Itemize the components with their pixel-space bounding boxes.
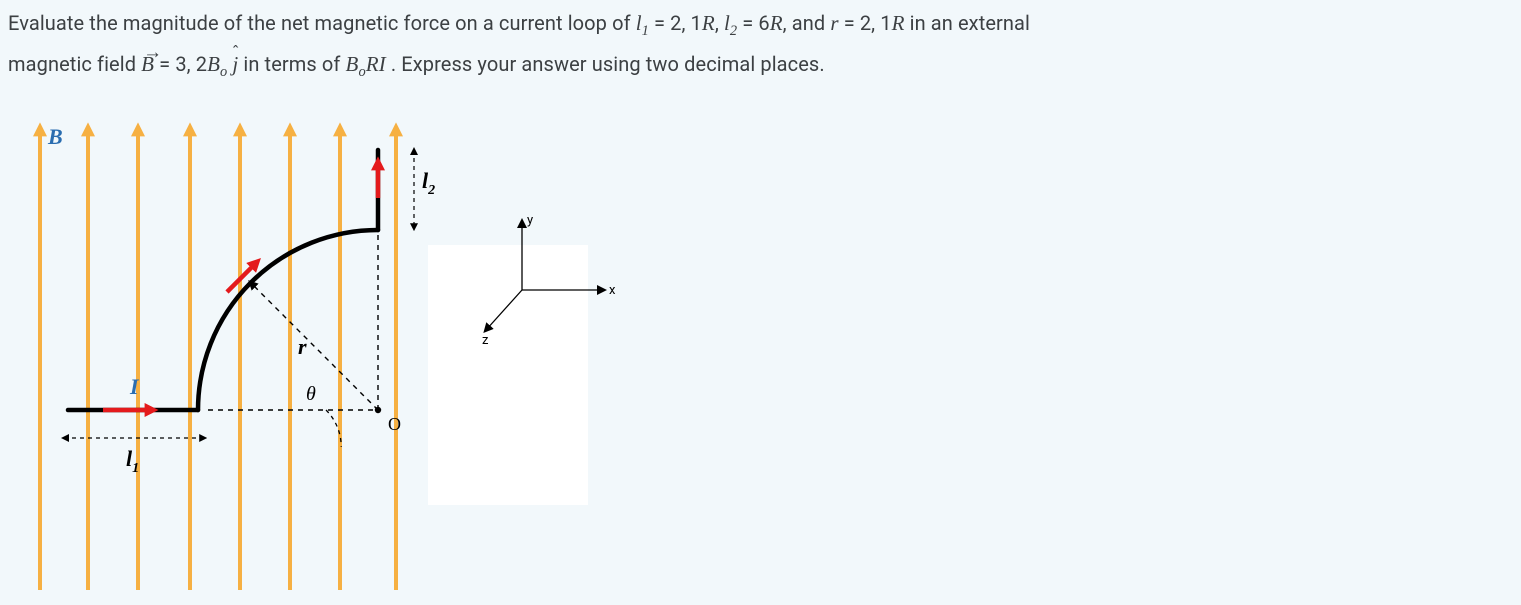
q-l1-pre: Evaluate the magnitude of the net magnet… <box>8 11 636 35</box>
q-l1-post: in an external <box>910 11 1030 35</box>
Bo2: B <box>346 52 359 76</box>
svg-text:r: r <box>298 334 307 359</box>
svg-text:y: y <box>527 213 533 228</box>
svg-text:B: B <box>47 124 63 149</box>
eq2: = <box>742 11 758 35</box>
Bo-sub: o <box>220 64 227 80</box>
eq1: = <box>654 11 670 35</box>
l1-val: 2, 1 <box>670 11 702 35</box>
Bo: B <box>207 52 220 76</box>
Bo2-sub: o <box>358 64 365 80</box>
c1: , <box>715 11 724 35</box>
l2-val: 6 <box>758 11 769 35</box>
hat-icon: ˆ <box>232 37 241 70</box>
r-val: 2, 1 <box>860 11 892 35</box>
svg-text:I: I <box>129 374 140 399</box>
q-l2-mid: in terms of <box>243 52 345 76</box>
svg-text:O: O <box>388 414 401 434</box>
figure-svg: θOl1l2BIrxyz <box>8 110 628 600</box>
and: , and <box>783 11 831 35</box>
svg-text:z: z <box>482 333 489 348</box>
q-l2-pre: magnetic field <box>8 52 141 76</box>
q-l2-post: . Express your answer using two decimal … <box>391 52 825 76</box>
vec-arrow-icon: → <box>143 34 162 69</box>
var-r: r <box>830 11 838 35</box>
R3: R <box>892 11 905 35</box>
svg-text:x: x <box>609 283 616 298</box>
B-val: 3, 2 <box>175 52 207 76</box>
var-l1-sub: 1 <box>642 23 649 39</box>
physics-figure: θOl1l2BIrxyz <box>8 110 628 605</box>
var-l2-sub: 2 <box>730 23 737 39</box>
R2: R <box>770 11 783 35</box>
RI: RI <box>366 52 386 76</box>
svg-text:θ: θ <box>306 383 316 405</box>
svg-text:l2: l2 <box>422 168 435 198</box>
R1: R <box>702 11 715 35</box>
eq3: = <box>844 11 860 35</box>
question-text: Evaluate the magnitude of the net magnet… <box>8 4 1513 85</box>
